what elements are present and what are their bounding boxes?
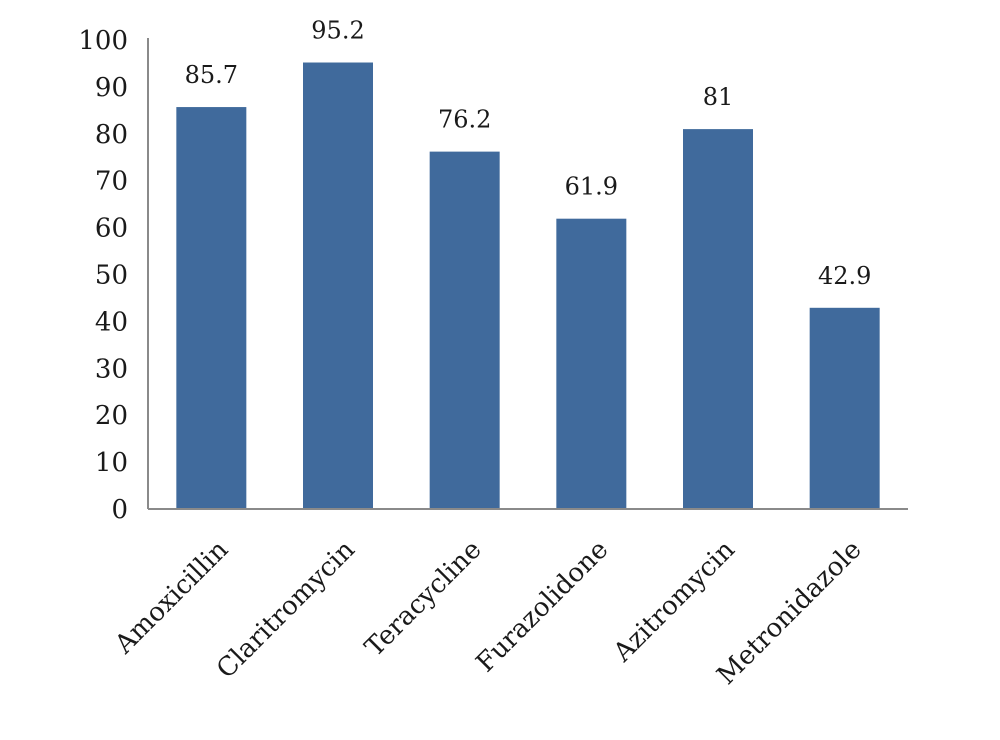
- y-tick-label: 10: [95, 448, 128, 478]
- data-label: 85.7: [185, 61, 238, 89]
- y-tick-label: 20: [95, 401, 128, 431]
- y-axis: 0 10 20 30 40 50 60 70 80 90 100: [78, 26, 149, 525]
- x-axis: AmoxicillinClaritromycinTeracyclineFuraz…: [109, 508, 908, 691]
- x-category-label: Azitromycin: [607, 535, 741, 669]
- data-labels: 85.7 95.2 76.2 61.9 81 42.9: [185, 17, 872, 290]
- y-tick-label: 30: [95, 354, 128, 384]
- bar-azitromycin: [683, 129, 753, 510]
- bar-teracycline: [429, 151, 500, 509]
- data-label: 42.9: [818, 262, 871, 290]
- data-label: 95.2: [311, 17, 364, 45]
- bar-amoxicillin: [176, 107, 247, 509]
- x-category-label: Claritromycin: [211, 535, 361, 685]
- y-tick-label: 50: [95, 261, 128, 291]
- x-category-label: Teracycline: [359, 535, 487, 663]
- y-tick-label: 70: [95, 167, 128, 197]
- bar-furazolidone: [556, 218, 627, 509]
- bars: [176, 62, 880, 510]
- data-label: 76.2: [438, 106, 491, 134]
- bar-claritromycin: [303, 62, 373, 510]
- x-category-label: Furazolidone: [471, 535, 615, 679]
- x-category-label: Amoxicillin: [109, 535, 235, 661]
- y-tick-label: 60: [95, 214, 128, 244]
- y-tick-label: 40: [95, 307, 128, 337]
- y-tick-label: 100: [78, 26, 128, 56]
- data-label: 81: [703, 83, 734, 111]
- y-tick-label: 0: [111, 495, 128, 525]
- data-label: 61.9: [565, 173, 618, 201]
- y-tick-label: 90: [95, 73, 128, 103]
- bar-metronidazole: [809, 307, 880, 509]
- y-tick-label: 80: [95, 120, 128, 150]
